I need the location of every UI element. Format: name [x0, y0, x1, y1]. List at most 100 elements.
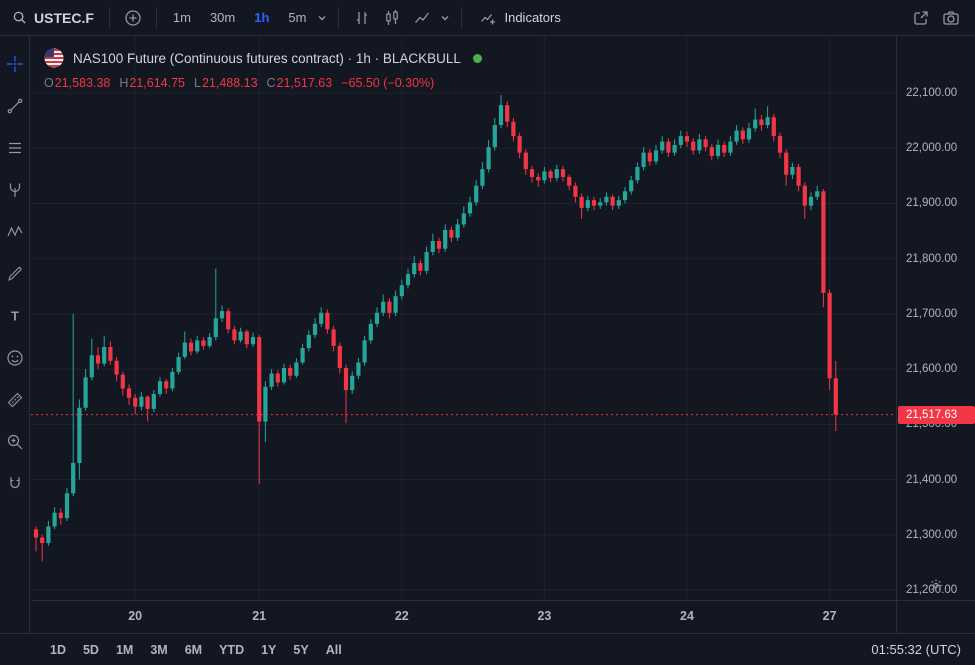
fib-retracement-icon: [6, 139, 24, 157]
time-axis-label: 21: [252, 609, 267, 623]
tool-brush[interactable]: [1, 260, 29, 288]
toolbar-divider: [108, 6, 110, 29]
bottom-toolbar: 1D 5D 1M 3M 6M YTD 1Y 5Y All 01:55:32 (UTC): [0, 633, 975, 665]
ohlc-close: C 21,517.63: [266, 76, 333, 90]
interval-button-5m[interactable]: 5m: [281, 5, 313, 30]
chart-canvas[interactable]: [31, 36, 896, 600]
date-range-group: 1D 5D 1M 3M 6M YTD 1Y 5Y All: [44, 639, 348, 661]
ohlc-change: −65.50 (−0.30%): [341, 76, 435, 90]
interval-button-30m[interactable]: 30m: [203, 5, 242, 30]
range-button-5D[interactable]: 5D: [77, 639, 105, 661]
tool-measure[interactable]: [1, 386, 29, 414]
legend-title: NAS100 Future (Continuous futures contra…: [73, 50, 461, 66]
range-button-All[interactable]: All: [320, 639, 348, 661]
tool-text[interactable]: T: [1, 302, 29, 330]
toolbar-divider: [338, 6, 340, 29]
add-symbol-button[interactable]: [119, 4, 147, 32]
text-tool-icon: T: [6, 307, 24, 325]
magnet-icon: [6, 475, 24, 493]
camera-icon: [942, 9, 960, 27]
time-scale[interactable]: 20 21 22 23 24 27: [31, 600, 896, 633]
tool-emoji[interactable]: [1, 344, 29, 372]
range-button-YTD[interactable]: YTD: [213, 639, 250, 661]
interval-menu-button[interactable]: [315, 8, 329, 28]
add-symbol-icon: [124, 9, 142, 27]
market-status-dot[interactable]: [472, 53, 482, 63]
tool-pitchfork[interactable]: [1, 176, 29, 204]
symbol-search-button[interactable]: USTEC.F: [6, 6, 100, 30]
range-button-1M[interactable]: 1M: [110, 639, 139, 661]
top-toolbar-left: USTEC.F 1m 30m 1h 5m: [6, 4, 569, 32]
symbol-name: USTEC.F: [34, 9, 94, 26]
trend-line-icon: [6, 97, 24, 115]
time-axis-label: 24: [680, 609, 694, 623]
price-tick-label: 21,900.00: [906, 197, 958, 210]
candlesticks-icon: [383, 9, 401, 27]
price-tick-label: 21,200.00: [906, 583, 958, 596]
top-toolbar: USTEC.F 1m 30m 1h 5m: [0, 0, 975, 36]
price-tick-label: 21,800.00: [906, 252, 958, 265]
price-scale-settings-button[interactable]: [926, 575, 947, 596]
chevron-down-icon: [440, 13, 450, 23]
ohlc-high: H 21,614.75: [119, 76, 185, 90]
tool-crosshair[interactable]: [1, 50, 29, 78]
toolbar-divider: [155, 6, 157, 29]
price-tick-label: 22,000.00: [906, 142, 958, 155]
ohlc-row: O 21,583.38 H 21,614.75 L 21,488.13 C 21,517…: [44, 76, 482, 90]
gear-icon: [929, 578, 944, 593]
range-button-1Y[interactable]: 1Y: [255, 639, 282, 661]
interval-group: 1m 30m 1h 5m: [166, 5, 314, 30]
tool-magnet[interactable]: [1, 470, 29, 498]
chart-legend: NAS100 Future (Continuous futures contra…: [44, 48, 482, 90]
time-axis-label: 23: [537, 609, 552, 623]
toolbar-divider: [461, 6, 463, 29]
tool-fib-retracement[interactable]: [1, 134, 29, 162]
search-icon: [12, 10, 27, 25]
chart-style-bars-button[interactable]: [348, 4, 376, 32]
time-axis-label: 27: [822, 609, 837, 623]
range-button-1D[interactable]: 1D: [44, 639, 72, 661]
time-axis-label: 22: [394, 609, 409, 623]
symbol-legend-row[interactable]: NAS100 Future (Continuous futures contra…: [44, 48, 482, 68]
screenshot-button[interactable]: [937, 4, 965, 32]
chevron-down-icon: [317, 13, 327, 23]
open-in-new-window-button[interactable]: [907, 4, 935, 32]
price-scale[interactable]: 22,100.00 22,000.00 21,900.00 21,800.00 21,7…: [896, 36, 975, 600]
indicators-icon: [479, 9, 497, 27]
open-in-new-icon: [912, 9, 930, 27]
area-chart-icon: [413, 9, 431, 27]
top-toolbar-right: [907, 4, 965, 32]
last-price-label: 21,517.63: [898, 405, 975, 424]
zoom-in-icon: [6, 433, 24, 451]
tool-zoom-in[interactable]: [1, 428, 29, 456]
ohlc-bars-icon: [353, 9, 371, 27]
chart-style-area-button[interactable]: [408, 4, 436, 32]
brush-icon: [6, 265, 24, 283]
range-button-5Y[interactable]: 5Y: [287, 639, 314, 661]
measure-ruler-icon: [6, 391, 24, 409]
chart-area[interactable]: NAS100 Future (Continuous futures contra…: [31, 36, 896, 600]
price-tick-label: 22,100.00: [906, 87, 958, 99]
time-axis-label: 20: [128, 609, 143, 623]
crosshair-icon: [6, 55, 24, 73]
range-button-3M[interactable]: 3M: [144, 639, 173, 661]
chart-style-menu-button[interactable]: [438, 8, 452, 28]
clock-button[interactable]: 01:55:32 (UTC): [871, 642, 961, 657]
us-flag-icon: [44, 48, 64, 68]
axis-corner: [896, 600, 975, 633]
price-tick-label: 21,400.00: [906, 473, 958, 486]
interval-button-1h[interactable]: 1h: [247, 5, 276, 30]
pitchfork-icon: [6, 181, 24, 199]
tool-xabcd-pattern[interactable]: [1, 218, 29, 246]
svg-text:T: T: [11, 309, 19, 324]
ohlc-low: L 21,488.13: [193, 76, 258, 90]
chart-style-candles-button[interactable]: [378, 4, 406, 32]
emoji-icon: [6, 349, 24, 367]
indicators-button[interactable]: Indicators: [471, 4, 568, 32]
interval-button-1m[interactable]: 1m: [166, 5, 198, 30]
price-tick-label: 21,600.00: [906, 363, 958, 376]
indicators-label: Indicators: [504, 10, 561, 25]
tool-trend-line[interactable]: [1, 92, 29, 120]
range-button-6M[interactable]: 6M: [179, 639, 208, 661]
